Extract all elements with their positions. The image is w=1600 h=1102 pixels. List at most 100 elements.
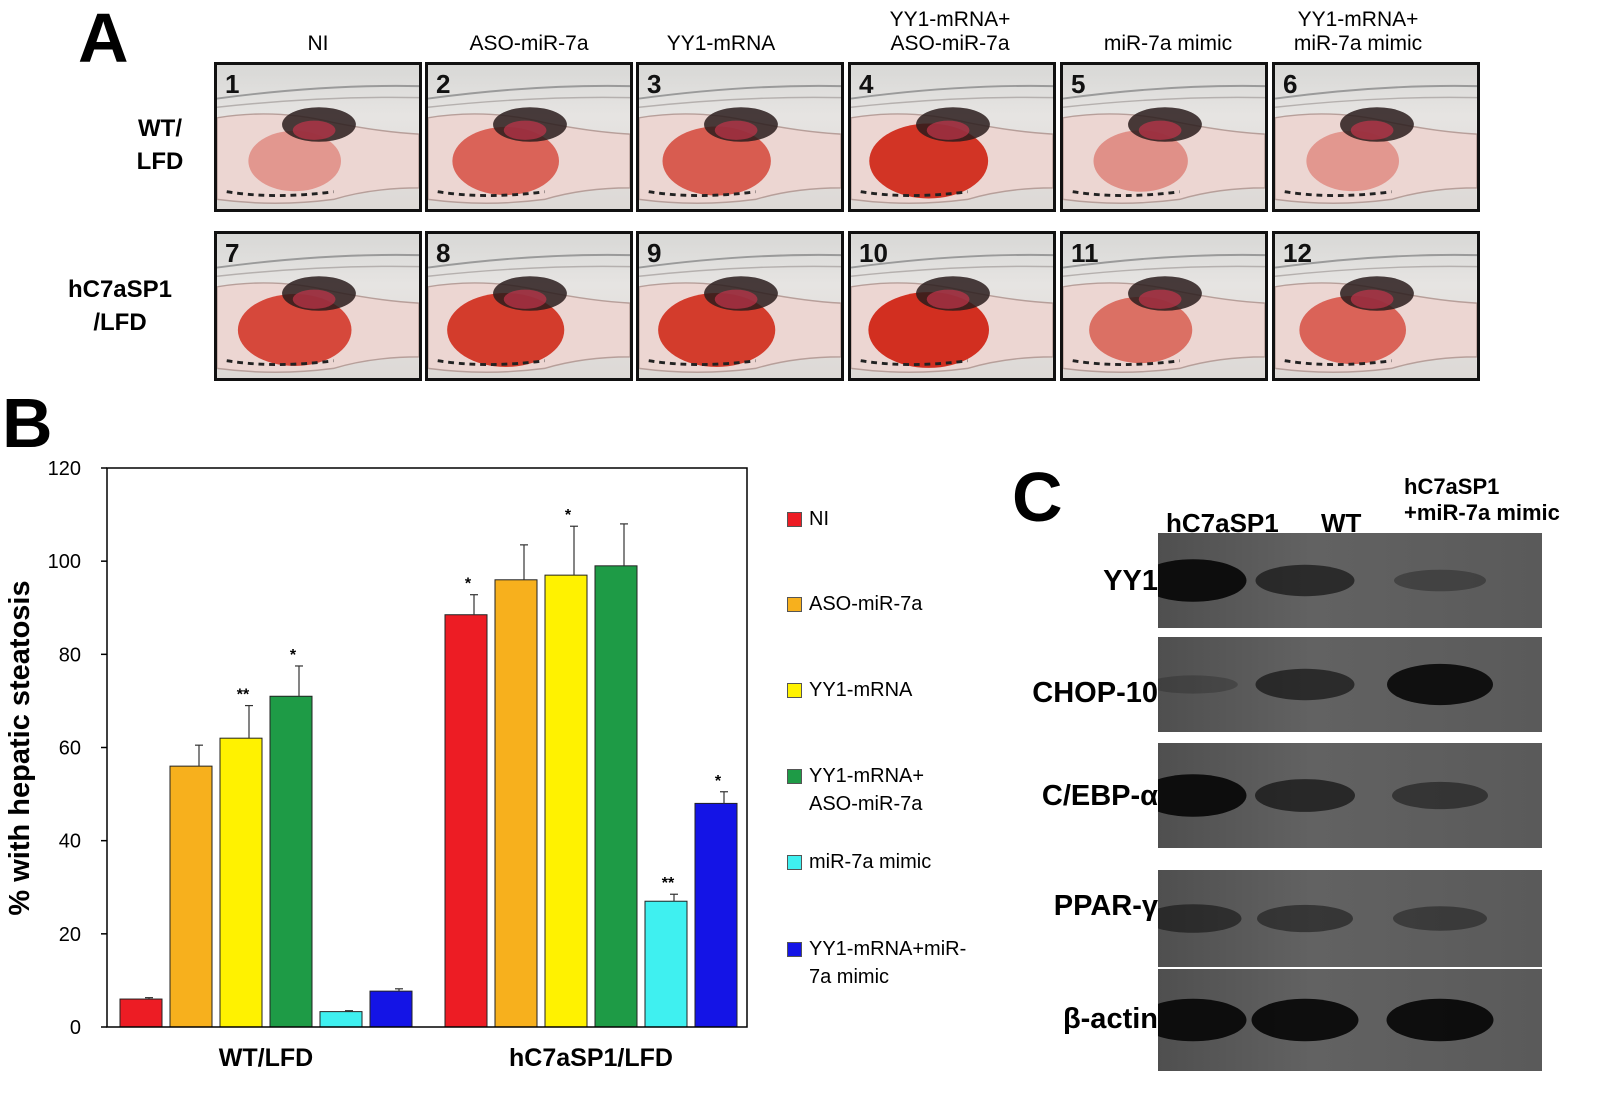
blot-label: PPAR-γ — [1053, 890, 1158, 922]
larva-illustration — [851, 84, 1053, 204]
legend-label: ASO-miR-7a — [809, 593, 923, 615]
column-header: ASO-miR-7a — [469, 32, 589, 55]
protein-band — [1255, 564, 1355, 597]
blot-strip — [1158, 743, 1542, 848]
y-tick-label: 40 — [59, 831, 81, 853]
blot-strip — [1158, 533, 1542, 628]
larva-image: 10 — [848, 231, 1056, 381]
larva-illustration — [1275, 253, 1477, 373]
bar — [319, 1011, 363, 1028]
image-number: 6 — [1283, 69, 1298, 99]
bar — [544, 574, 588, 1028]
larva-image: 2 — [425, 62, 633, 212]
bar — [444, 614, 488, 1028]
protein-band — [1255, 779, 1355, 812]
larva-illustration — [639, 253, 841, 373]
bar — [269, 695, 313, 1028]
image-number: 8 — [436, 238, 451, 268]
protein-band — [1255, 668, 1355, 701]
larva-illustration — [639, 84, 841, 204]
significance-marker: * — [565, 507, 572, 524]
bar — [644, 900, 688, 1028]
legend-label: YY1-mRNA+miR- 7a mimic — [809, 938, 967, 988]
legend-label: YY1-mRNA+ ASO-miR-7a — [809, 765, 925, 815]
blot-strip — [1158, 870, 1542, 967]
larva-image: 11 — [1060, 231, 1268, 381]
blot-strip — [1158, 637, 1542, 732]
protein-band — [1257, 904, 1353, 933]
protein-band — [1386, 998, 1494, 1042]
protein-band — [1394, 569, 1486, 592]
legend-label: NI — [809, 508, 829, 530]
plot-frame — [106, 467, 748, 1028]
y-axis-label: % with hepatic steatosis — [4, 580, 36, 915]
bar — [694, 802, 738, 1028]
larva-illustration — [428, 253, 630, 373]
image-number: 1 — [225, 69, 240, 99]
larva-image: 7 — [214, 231, 422, 381]
larva-image: 8 — [425, 231, 633, 381]
significance-marker: * — [465, 576, 472, 593]
significance-marker: * — [290, 647, 297, 664]
larva-illustration — [1063, 253, 1265, 373]
y-tick-label: 60 — [59, 738, 81, 760]
blot-label: CHOP-10 — [1032, 677, 1158, 709]
significance-marker: ** — [237, 687, 250, 704]
significance-marker: * — [715, 773, 722, 790]
row-header: WT/LFD — [136, 115, 184, 175]
image-number: 2 — [436, 69, 451, 99]
larva-image: 4 — [848, 62, 1056, 212]
larva-image: 9 — [636, 231, 844, 381]
larva-illustration — [217, 253, 419, 373]
category-label: hC7aSP1/LFD — [509, 1044, 673, 1072]
protein-band — [1393, 906, 1487, 931]
panel-c-letter: C — [1012, 458, 1063, 536]
bar — [494, 579, 538, 1028]
legend-label: YY1-mRNA — [809, 679, 913, 701]
bar — [594, 565, 638, 1028]
steatosis-bar-chart: % with hepatic steatosis 0 20 40 60 80 100 120… — [4, 458, 748, 1072]
image-number: 10 — [859, 238, 888, 268]
larva-image: 5 — [1060, 62, 1268, 212]
panel-b-letter: B — [2, 384, 53, 462]
column-header: YY1-mRNA+ miR-7a mimic — [1293, 8, 1423, 55]
protein-band — [1158, 774, 1247, 817]
protein-band — [1158, 904, 1242, 933]
protein-band — [1392, 781, 1488, 810]
image-number: 11 — [1071, 238, 1099, 268]
larva-illustration — [428, 84, 630, 204]
column-header: NI — [307, 32, 329, 55]
protein-band — [1158, 559, 1247, 602]
legend-swatch — [787, 855, 802, 870]
blot-label: β-actin — [1062, 1003, 1158, 1035]
y-tick-label: 80 — [59, 644, 81, 666]
panel-a-letter: A — [78, 0, 129, 77]
bar — [369, 990, 413, 1028]
blot-strip — [1158, 969, 1542, 1071]
blot-label: C/EBP-α — [1041, 780, 1158, 812]
image-number: 5 — [1071, 69, 1086, 99]
blot-label: YY1 — [1103, 565, 1158, 597]
column-header: YY1-mRNA — [666, 32, 776, 55]
legend-swatch — [787, 683, 802, 698]
lane-header: hC7aSP1 +miR-7a mimic — [1404, 474, 1560, 525]
bar — [219, 737, 263, 1028]
y-tick-label: 0 — [70, 1017, 81, 1039]
protein-band — [1387, 663, 1493, 706]
protein-band — [1251, 998, 1359, 1042]
larva-image: 3 — [636, 62, 844, 212]
image-number: 7 — [225, 238, 240, 268]
larva-illustration — [851, 253, 1053, 373]
y-tick-label: 120 — [48, 458, 81, 480]
larva-image: 6 — [1272, 62, 1480, 212]
row-header: hC7aSP1/LFD — [67, 276, 173, 336]
bar — [169, 765, 213, 1028]
legend-swatch — [787, 597, 802, 612]
category-label: WT/LFD — [219, 1044, 313, 1072]
bar — [119, 998, 163, 1028]
larva-illustration — [1063, 84, 1265, 204]
image-number: 9 — [647, 238, 662, 268]
protein-band — [1158, 675, 1238, 694]
column-header: miR-7a mimic — [1103, 32, 1233, 55]
larva-illustration — [1275, 84, 1477, 204]
